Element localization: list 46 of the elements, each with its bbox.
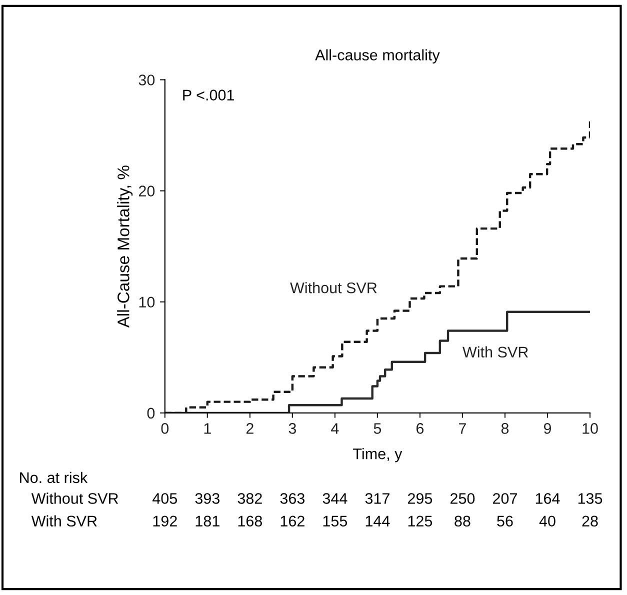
text: 382 bbox=[238, 493, 262, 504]
y-tick-label: 20 bbox=[138, 186, 155, 196]
x-tick-label: 6 bbox=[416, 423, 424, 434]
text: Without SVR bbox=[31, 492, 118, 504]
text: 155 bbox=[323, 516, 348, 527]
text: 181 bbox=[196, 516, 220, 527]
x-tick-label: 10 bbox=[582, 423, 598, 434]
annotation: P <.001 bbox=[183, 90, 234, 100]
y-axis-title: All-Cause Mortality, % bbox=[117, 166, 133, 328]
x-tick-label: 4 bbox=[331, 423, 339, 434]
text: 162 bbox=[280, 516, 304, 527]
text: 192 bbox=[153, 516, 177, 527]
chart-title: All-cause mortality bbox=[315, 49, 440, 64]
text: 344 bbox=[322, 493, 348, 504]
text: With SVR bbox=[31, 515, 97, 527]
series-label: Without SVR bbox=[290, 282, 377, 294]
x-tick-label: 7 bbox=[459, 423, 466, 434]
text: 28 bbox=[582, 516, 598, 527]
text: 393 bbox=[195, 493, 220, 504]
text: 125 bbox=[408, 516, 432, 527]
x-tick-label: 0 bbox=[161, 423, 169, 434]
text: 88 bbox=[454, 516, 470, 527]
text: 135 bbox=[578, 493, 602, 504]
text: 164 bbox=[536, 493, 560, 504]
text: 405 bbox=[152, 493, 178, 504]
text: 144 bbox=[366, 516, 390, 526]
text: 295 bbox=[408, 493, 432, 504]
x-tick-label: 9 bbox=[544, 423, 552, 434]
text: 207 bbox=[493, 493, 517, 504]
y-tick-label: 10 bbox=[139, 296, 155, 308]
x-tick-label: 8 bbox=[501, 423, 509, 434]
series-label: With SVR bbox=[462, 346, 528, 358]
x-tick-label: 2 bbox=[246, 423, 254, 434]
text: 168 bbox=[238, 516, 262, 527]
y-tick-label: 0 bbox=[147, 408, 155, 419]
x-tick-label: 5 bbox=[374, 423, 382, 434]
x-tick-label: 3 bbox=[288, 423, 296, 434]
text: 317 bbox=[365, 493, 390, 504]
text: 40 bbox=[539, 516, 556, 527]
text: No. at risk bbox=[20, 472, 88, 484]
text: 363 bbox=[280, 493, 305, 504]
text: 56 bbox=[497, 516, 513, 527]
x-axis-title: Time, y bbox=[353, 448, 402, 462]
x-tick-label: 1 bbox=[204, 423, 211, 434]
y-tick-label: 30 bbox=[138, 74, 155, 86]
text: 250 bbox=[450, 493, 475, 504]
